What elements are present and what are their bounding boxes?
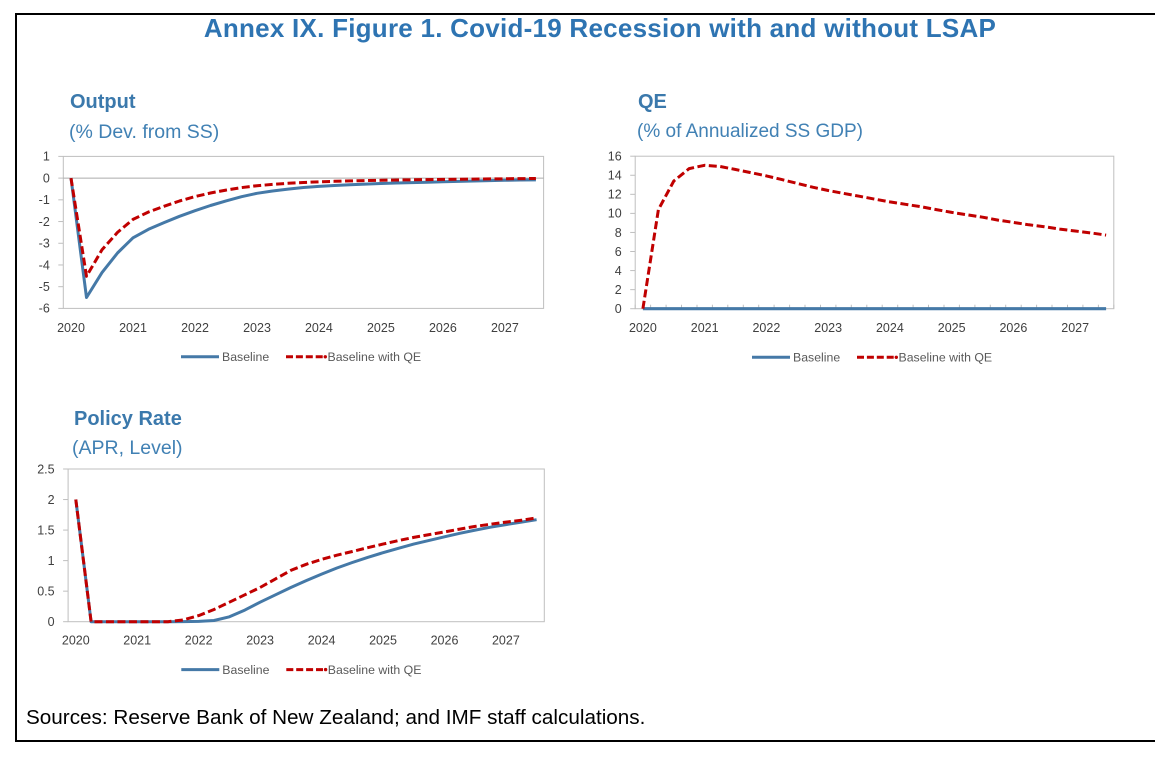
svg-text:2026: 2026 — [429, 321, 457, 335]
svg-text:2021: 2021 — [691, 321, 719, 335]
svg-text:Baseline with QE: Baseline with QE — [899, 351, 993, 365]
svg-text:Baseline with QE: Baseline with QE — [328, 350, 422, 364]
svg-text:Baseline: Baseline — [222, 663, 269, 677]
svg-text:2027: 2027 — [491, 321, 519, 335]
svg-text:8: 8 — [615, 226, 622, 240]
svg-text:1: 1 — [43, 150, 50, 164]
svg-text:14: 14 — [608, 169, 622, 183]
svg-text:2025: 2025 — [367, 321, 395, 335]
svg-text:12: 12 — [608, 188, 622, 202]
svg-text:2026: 2026 — [431, 634, 459, 648]
svg-text:6: 6 — [615, 245, 622, 259]
svg-text:2020: 2020 — [629, 321, 657, 335]
svg-text:2: 2 — [48, 493, 55, 507]
svg-text:2023: 2023 — [814, 321, 842, 335]
svg-text:0: 0 — [615, 302, 622, 316]
svg-text:0: 0 — [43, 171, 50, 185]
svg-text:2027: 2027 — [1061, 321, 1089, 335]
svg-text:2024: 2024 — [305, 321, 333, 335]
svg-text:Baseline: Baseline — [793, 351, 840, 365]
svg-text:Baseline: Baseline — [222, 350, 269, 364]
svg-text:10: 10 — [608, 207, 622, 221]
svg-text:2024: 2024 — [308, 634, 336, 648]
svg-text:0: 0 — [48, 615, 55, 629]
svg-text:4: 4 — [615, 264, 622, 278]
svg-text:1: 1 — [48, 554, 55, 568]
svg-text:2027: 2027 — [492, 634, 520, 648]
svg-text:2020: 2020 — [57, 321, 85, 335]
svg-text:-1: -1 — [39, 193, 50, 207]
svg-text:2022: 2022 — [752, 321, 780, 335]
svg-text:0.5: 0.5 — [37, 585, 54, 599]
svg-text:2022: 2022 — [185, 634, 213, 648]
svg-text:-2: -2 — [39, 215, 50, 229]
svg-text:2023: 2023 — [243, 321, 271, 335]
svg-text:1.5: 1.5 — [37, 523, 54, 537]
svg-text:2024: 2024 — [876, 321, 904, 335]
svg-text:2: 2 — [615, 283, 622, 297]
svg-text:2021: 2021 — [119, 321, 147, 335]
svg-text:2022: 2022 — [181, 321, 209, 335]
svg-text:-5: -5 — [39, 280, 50, 294]
svg-text:2020: 2020 — [62, 634, 90, 648]
svg-text:2026: 2026 — [999, 321, 1027, 335]
svg-text:2025: 2025 — [369, 634, 397, 648]
svg-text:-3: -3 — [39, 237, 50, 251]
svg-text:Baseline with QE: Baseline with QE — [328, 663, 422, 677]
svg-text:2.5: 2.5 — [37, 462, 54, 476]
svg-text:-4: -4 — [39, 258, 50, 272]
svg-text:16: 16 — [608, 150, 622, 164]
svg-text:2023: 2023 — [246, 634, 274, 648]
svg-text:-6: -6 — [39, 302, 50, 316]
svg-text:2025: 2025 — [938, 321, 966, 335]
svg-text:2021: 2021 — [123, 634, 151, 648]
